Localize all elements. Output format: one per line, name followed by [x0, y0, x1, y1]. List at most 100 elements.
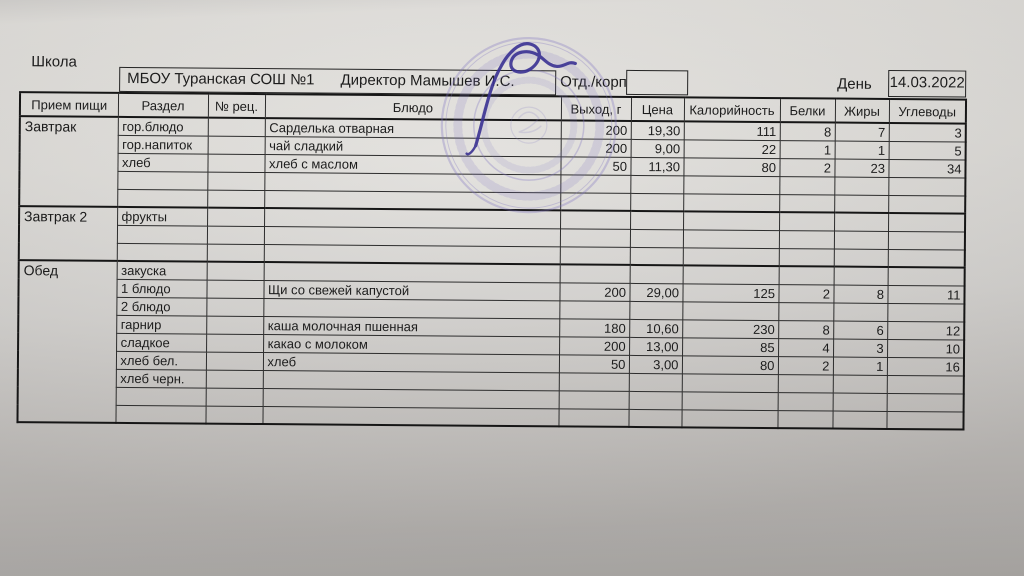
cell-blyudo	[264, 190, 561, 211]
cell-blyudo: хлеб	[262, 352, 560, 373]
cell-belki: 2	[779, 158, 835, 177]
cell-rec	[207, 117, 265, 137]
cell-zhiry	[834, 212, 889, 231]
cell-blyudo	[262, 406, 559, 427]
cell-cena	[629, 246, 683, 266]
cell-vyhod	[558, 390, 629, 409]
cell-zhiry: 3	[833, 338, 888, 357]
cell-razdel	[115, 386, 206, 406]
cell-cena: 29,00	[629, 282, 683, 302]
cell-rec	[206, 297, 264, 317]
cell-blyudo: Щи со свежей капустой	[263, 280, 560, 301]
cell-rec	[206, 225, 265, 245]
cell-razdel: фрукты	[117, 206, 208, 226]
cell-belki	[777, 392, 833, 411]
cell-blyudo: какао с молоком	[263, 334, 560, 355]
cell-zhiry	[832, 392, 887, 411]
cell-zhiry: 1	[834, 140, 889, 159]
cell-razdel: хлеб черн.	[115, 368, 206, 388]
cell-uglevody: 5	[888, 140, 966, 160]
meal-section-label: Завтрак 2	[18, 206, 118, 261]
cell-uglevody	[888, 212, 966, 232]
cell-belki	[777, 410, 833, 429]
cell-blyudo	[263, 298, 560, 319]
col-header-calories: Калорийность	[683, 97, 781, 123]
cell-blyudo: каша молочная пшенная	[263, 316, 560, 337]
cell-zhiry	[834, 194, 889, 213]
cell-uglevody: 11	[887, 284, 965, 304]
cell-vyhod: 50	[560, 156, 631, 175]
cell-uglevody	[888, 176, 966, 196]
cell-razdel	[117, 188, 208, 208]
cell-uglevody: 34	[888, 158, 966, 178]
cell-belki	[778, 248, 834, 267]
meal-section-label: Завтрак	[19, 116, 118, 207]
dept-value-box	[626, 69, 689, 96]
cell-cena	[630, 192, 684, 212]
dept-label: Отд./корп	[560, 73, 627, 91]
cell-rec	[206, 279, 264, 299]
cell-vyhod	[559, 264, 630, 283]
cell-cena: 11,30	[630, 156, 684, 176]
cell-zhiry: 7	[834, 122, 889, 141]
cell-rec	[205, 405, 263, 425]
cell-kalor: 22	[683, 139, 780, 159]
cell-zhiry	[833, 230, 889, 249]
cell-cena	[630, 174, 684, 194]
cell-razdel: сладкое	[116, 332, 207, 352]
cell-cena: 19,30	[630, 120, 684, 140]
cell-vyhod	[559, 246, 630, 265]
cell-kalor: 80	[681, 355, 779, 375]
cell-kalor: 80	[683, 157, 780, 177]
cell-uglevody	[887, 266, 965, 286]
cell-belki	[779, 194, 835, 213]
cell-cena: 10,60	[629, 318, 683, 338]
cell-cena: 13,00	[629, 336, 683, 356]
cell-blyudo	[263, 262, 560, 283]
school-label: Школа	[31, 53, 77, 71]
col-header-razdel: Раздел	[117, 92, 209, 118]
cell-vyhod: 200	[559, 336, 630, 355]
cell-uglevody: 12	[887, 320, 965, 340]
director-name: Директор Мамышев И.С.	[340, 71, 515, 91]
cell-rec	[205, 351, 264, 371]
cell-vyhod: 200	[559, 282, 630, 301]
cell-zhiry: 1	[832, 356, 888, 375]
cell-rec	[206, 261, 264, 281]
cell-vyhod: 180	[559, 318, 630, 337]
cell-razdel: хлеб бел.	[115, 350, 207, 370]
cell-uglevody	[887, 302, 965, 322]
cell-zhiry: 8	[833, 284, 888, 303]
cell-razdel: 1 блюдо	[116, 278, 207, 298]
cell-razdel: гор.блюдо	[117, 116, 208, 136]
cell-uglevody	[886, 410, 964, 430]
cell-uglevody	[887, 248, 965, 268]
cell-belki: 1	[779, 140, 835, 159]
cell-uglevody: 3	[888, 122, 966, 142]
cell-kalor: 125	[682, 283, 779, 303]
cell-uglevody	[888, 194, 966, 214]
cell-razdel: гарнир	[116, 314, 207, 334]
cell-vyhod: 200	[560, 120, 631, 139]
cell-blyudo	[262, 388, 559, 409]
cell-blyudo: чай сладкий	[264, 136, 561, 157]
cell-uglevody	[886, 392, 964, 412]
cell-blyudo	[264, 208, 561, 229]
day-value-box: 14.03.2022	[888, 69, 967, 98]
cell-blyudo: Сарделька отварная	[264, 118, 561, 139]
col-header-carbs: Углеводы	[888, 98, 967, 124]
cell-kalor	[682, 301, 779, 321]
cell-blyudo	[262, 370, 559, 391]
cell-zhiry	[832, 410, 887, 429]
cell-blyudo	[263, 226, 561, 247]
cell-kalor: 230	[682, 319, 779, 339]
cell-belki	[778, 230, 835, 249]
cell-razdel: закуска	[116, 260, 207, 280]
menu-table: Прием пищи Раздел № рец. Блюдо Выход, г …	[16, 91, 968, 431]
cell-kalor	[681, 409, 778, 429]
cell-vyhod	[560, 192, 631, 211]
cell-belki: 2	[777, 356, 834, 375]
cell-vyhod	[560, 174, 631, 193]
